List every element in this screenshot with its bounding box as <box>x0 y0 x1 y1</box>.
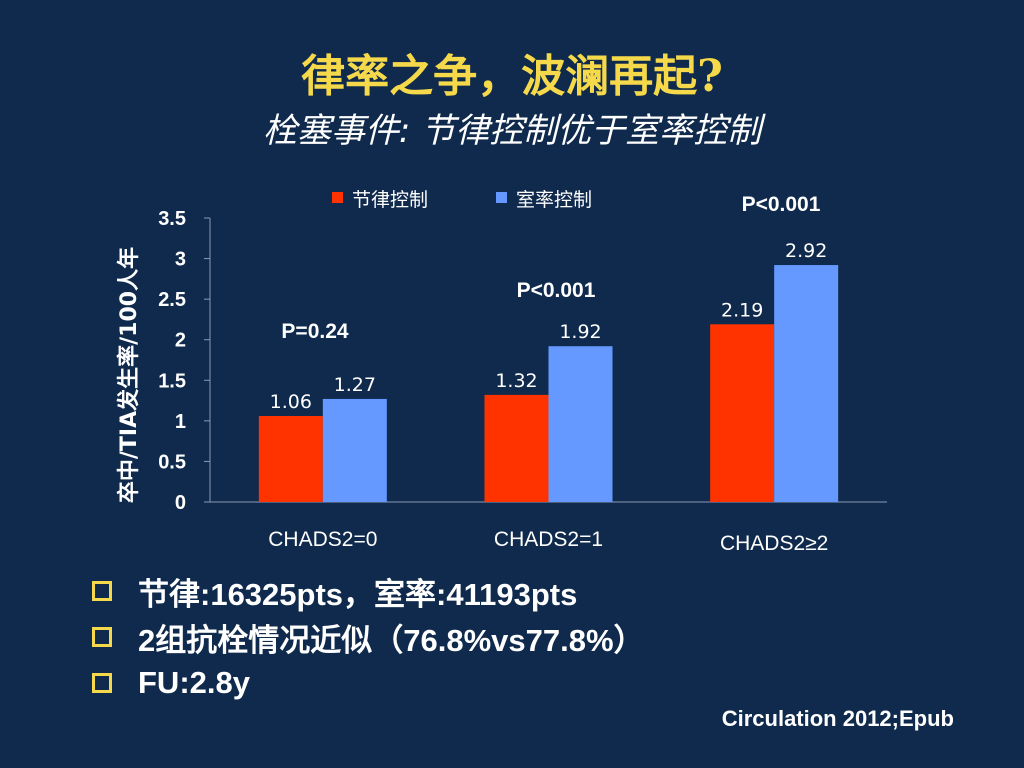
y-tick-label: 3 <box>175 249 186 271</box>
slide-subtitle: 栓塞事件: 节律控制优于室率控制 <box>262 111 762 151</box>
y-tick-label: 1.5 <box>158 370 186 392</box>
y-tick-label: 0.5 <box>158 451 186 473</box>
y-axis-label: 卒中/TIA发生率/100人年 <box>116 247 142 503</box>
bullet-marker-icon <box>92 627 112 647</box>
bar <box>322 398 387 502</box>
bullet-item: 节律:16325pts，室率:41193pts <box>92 568 645 614</box>
bar <box>484 394 549 502</box>
bar <box>258 415 323 502</box>
bullet-item: FU:2.8y <box>92 660 645 706</box>
bullet-item: 2组抗栓情况近似（76.8%vs77.8%） <box>92 614 645 660</box>
legend-label: 室率控制 <box>516 189 592 211</box>
bar <box>774 265 839 502</box>
x-tick-label: CHADS2≥2 <box>720 532 828 555</box>
bar-value-label: 2.19 <box>721 299 763 321</box>
bullet-marker-icon <box>92 673 112 693</box>
bullet-text: 2组抗栓情况近似（76.8%vs77.8%） <box>138 622 645 658</box>
y-tick-label: 1 <box>175 411 186 433</box>
bar <box>710 324 775 502</box>
y-tick-label: 0 <box>175 492 186 514</box>
x-tick-label: CHADS2=0 <box>268 528 377 551</box>
slide-title: 律率之争，波澜再起? <box>301 51 723 102</box>
bar-value-label: 1.06 <box>270 391 312 413</box>
y-tick-label: 3.5 <box>158 208 186 230</box>
bar-value-label: 1.32 <box>495 370 537 392</box>
bar-value-label: 2.92 <box>785 240 827 262</box>
bar-value-label: 1.92 <box>559 321 601 343</box>
bullet-text: FU:2.8y <box>138 665 250 700</box>
p-value-annotation: P=0.24 <box>281 320 348 343</box>
legend-swatch <box>332 192 343 203</box>
y-tick-label: 2.5 <box>158 289 186 311</box>
bullet-marker-icon <box>92 581 112 601</box>
y-tick-label: 2 <box>175 330 186 352</box>
citation: Circulation 2012;Epub <box>721 706 954 731</box>
legend-swatch <box>496 192 507 203</box>
x-tick-label: CHADS2=1 <box>494 528 603 551</box>
p-value-annotation: P<0.001 <box>517 279 596 302</box>
bullet-text: 节律:16325pts，室率:41193pts <box>138 576 578 612</box>
bar-value-label: 1.27 <box>334 374 376 396</box>
p-value-annotation: P<0.001 <box>742 193 821 216</box>
bar <box>548 346 613 502</box>
bullet-list: 节律:16325pts，室率:41193pts 2组抗栓情况近似（76.8%vs… <box>92 568 645 706</box>
legend-label: 节律控制 <box>352 189 428 211</box>
bar-chart: 0 0.5 1 1.5 2 2.5 3 3.5 卒中/TIA发生率/100人年 1.06 1.27 C… <box>116 189 887 555</box>
